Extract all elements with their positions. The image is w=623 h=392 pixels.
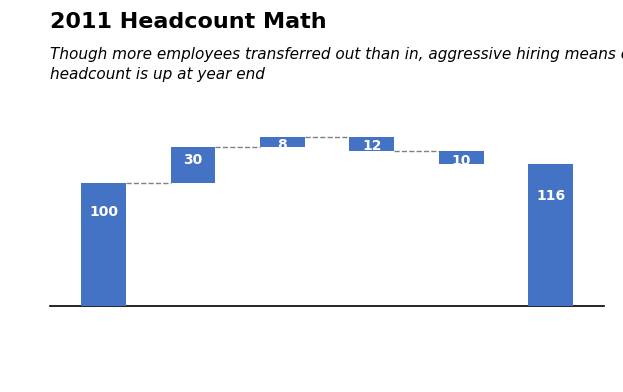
Text: 8: 8 [277,138,287,152]
Bar [528,164,573,306]
Text: 30: 30 [183,153,202,167]
Bar [350,137,394,151]
Text: 2011 Headcount Math: 2011 Headcount Math [50,12,326,32]
Text: 10: 10 [452,154,471,168]
Text: 116: 116 [536,189,565,203]
Bar [260,137,305,147]
Bar [81,183,126,306]
Text: 100: 100 [89,205,118,219]
Text: Though more employees transferred out than in, aggressive hiring means overall
h: Though more employees transferred out th… [50,47,623,82]
Text: 12: 12 [362,140,381,153]
Bar [171,147,216,183]
Bar [439,151,483,164]
